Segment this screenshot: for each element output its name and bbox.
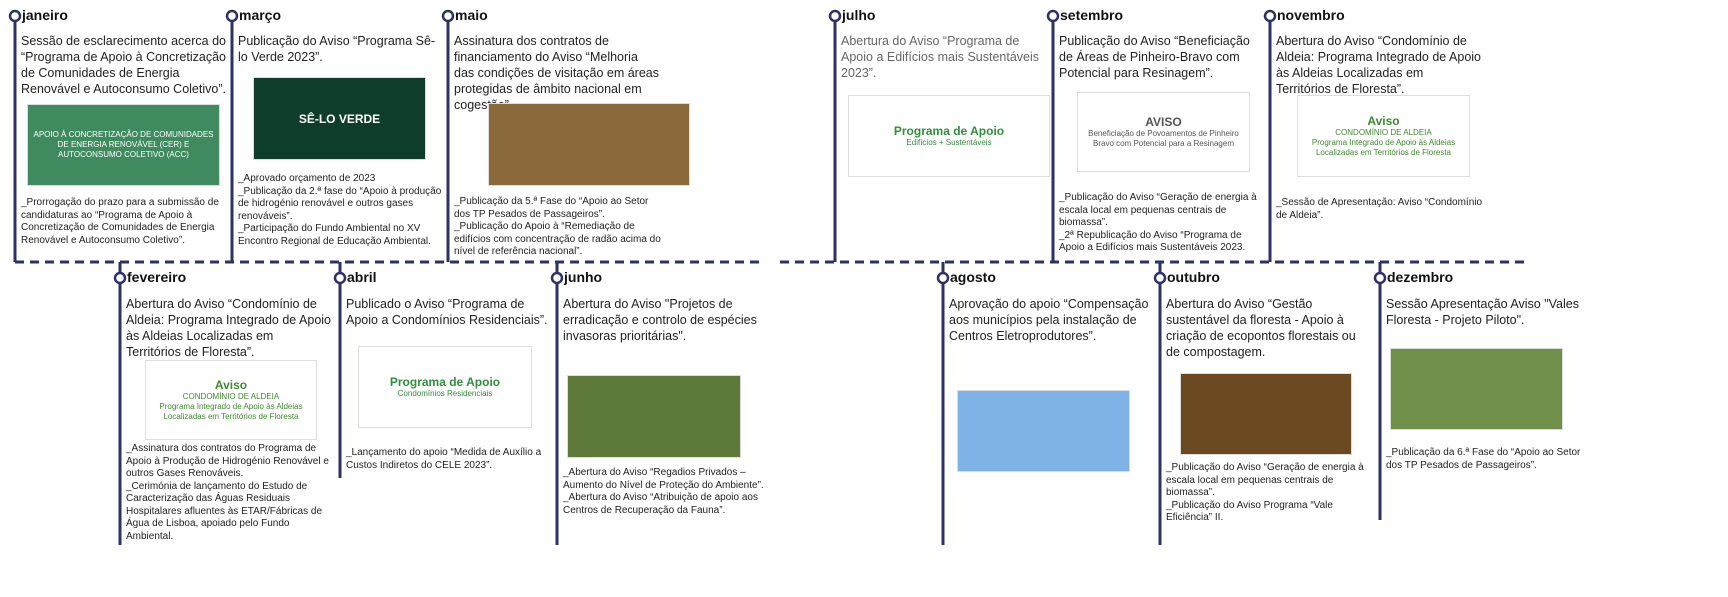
month-title: novembro — [1277, 7, 1345, 23]
month-note: _Publicação do Apoio à “Remediação de ed… — [454, 221, 661, 257]
month-text: Abertura do Aviso “Programa de Apoio a E… — [841, 34, 1040, 80]
month-marker — [550, 271, 564, 285]
image-text: CONDOMÍNIO DE ALDEIA — [182, 392, 280, 401]
month-marker — [113, 271, 127, 285]
month-marker — [225, 9, 239, 23]
month-marker — [1046, 9, 1060, 23]
month-title: dezembro — [1387, 269, 1454, 285]
image-text: SÊ-LO VERDE — [298, 111, 381, 126]
month-notes: _Publicação do Aviso “Geração de energia… — [1166, 462, 1376, 525]
month-image — [567, 375, 741, 458]
month-marker — [936, 271, 950, 285]
month-marker — [1263, 9, 1277, 23]
month-title: fevereiro — [127, 269, 187, 285]
image-text: AVISO — [1145, 115, 1182, 129]
month-note: _Aprovado orçamento de 2023 — [238, 173, 376, 184]
month-marker — [1373, 271, 1387, 285]
month-note: _Publicação do Aviso “Geração de energia… — [1059, 192, 1257, 228]
month-title: março — [239, 7, 282, 23]
month-note: _Sessão de Apresentação: Aviso “Condomín… — [1276, 197, 1483, 221]
image-text: Programa Integrado de Apoio às Aldeias L… — [159, 402, 303, 421]
month-note: _Publicação da 6.ª Fase do “Apoio ao Set… — [1386, 447, 1581, 471]
month-text: Abertura do Aviso "Projetos de erradicaç… — [563, 297, 757, 343]
month-text: Sessão de esclarecimento acerca do “Prog… — [21, 34, 226, 96]
month-image: Programa de Apoio Edifícios + Sustentávei… — [848, 95, 1050, 177]
month-text: Sessão Apresentação Aviso "Vales Florest… — [1386, 297, 1579, 327]
month-notes: _Aprovado orçamento de 2023 _Publicação d… — [238, 173, 448, 248]
month-note: _Lançamento do apoio “Medida de Auxílio … — [346, 447, 542, 471]
month-image: SÊ-LO VERDE — [253, 77, 426, 160]
month-marker — [1153, 271, 1167, 285]
month-notes: _Lançamento do apoio “Medida de Auxílio … — [346, 447, 556, 472]
month-text: Publicação do Aviso “Programa Sê-lo Verd… — [238, 34, 436, 64]
month-notes: _Publicação do Aviso “Geração de energia… — [1059, 192, 1269, 255]
month-notes: _Assinatura dos contratos do Programa de… — [126, 443, 336, 543]
image-text: Edifícios + Sustentáveis — [906, 138, 992, 147]
month-marker — [441, 9, 455, 23]
month-title: setembro — [1060, 7, 1124, 23]
month-notes: _Publicação da 5.ª Fase do “Apoio ao Set… — [454, 196, 664, 259]
month-text: Abertura do Aviso “Condomínio de Aldeia:… — [1276, 34, 1481, 96]
month-notes: _Abertura do Aviso “Regadios Privados – … — [563, 467, 773, 517]
month-image — [1390, 348, 1563, 430]
month-title: abril — [347, 269, 377, 285]
month-marker — [333, 271, 347, 285]
month-image: Aviso CONDOMÍNIO DE ALDEIA Programa Integr… — [1297, 95, 1470, 177]
image-text: CONDOMÍNIO DE ALDEIA — [1335, 128, 1432, 137]
month-marker — [828, 9, 842, 23]
month-title: julho — [842, 7, 876, 23]
month-note: _Cerimónia de lançamento do Estudo de Ca… — [126, 480, 323, 542]
month-text: Publicado o Aviso “Programa de Apoio a C… — [346, 297, 548, 327]
month-note: _2ª Republicação do Aviso “Programa de A… — [1059, 229, 1246, 254]
image-text: Aviso — [214, 378, 248, 392]
image-text: Programa de Apoio — [893, 124, 1005, 138]
month-image: Aviso CONDOMÍNIO DE ALDEIA Programa Integr… — [145, 360, 317, 440]
month-notes: _Prorrogação do prazo para a submissão d… — [21, 197, 231, 247]
image-text: APOIO À CONCRETIZAÇÃO DE COMUNIDADES DE … — [33, 130, 214, 159]
month-note: _Publicação do Aviso “Geração de energia… — [1166, 462, 1364, 498]
month-text: Assinatura dos contratos de financiament… — [454, 34, 659, 112]
month-title: maio — [455, 7, 488, 23]
month-note: _Abertura do Aviso “Atribuição de apoio … — [563, 492, 758, 516]
month-note: _Publicação da 5.ª Fase do “Apoio ao Set… — [454, 196, 649, 220]
month-text: Abertura do Aviso “Condomínio de Aldeia:… — [126, 297, 331, 359]
month-image: APOIO À CONCRETIZAÇÃO DE COMUNIDADES DE … — [27, 104, 220, 186]
month-text: Publicação do Aviso “Beneficiação de Áre… — [1059, 34, 1250, 80]
month-note: _Publicação da 2.ª fase do “Apoio à prod… — [238, 185, 442, 222]
month-image — [488, 103, 690, 186]
month-note: _Abertura do Aviso “Regadios Privados – … — [563, 467, 764, 491]
month-title: outubro — [1167, 269, 1220, 285]
month-title: junho — [564, 269, 603, 285]
month-note: _Prorrogação do prazo para a submissão d… — [21, 197, 219, 246]
month-image — [957, 390, 1130, 472]
month-text: Abertura do Aviso “Gestão sustentável da… — [1166, 297, 1356, 359]
image-text: Programa de Apoio — [389, 375, 501, 389]
month-title: janeiro — [22, 7, 68, 23]
image-text: Aviso — [1367, 114, 1400, 128]
image-text: Beneficiação de Povoamentos de Pinheiro … — [1088, 129, 1239, 148]
month-notes: _Sessão de Apresentação: Aviso “Condomín… — [1276, 197, 1486, 222]
month-text: Aprovação do apoio “Compensação aos muni… — [949, 297, 1149, 343]
image-text: Condomínios Residenciais — [397, 389, 493, 398]
month-notes: _Publicação da 6.ª Fase do “Apoio ao Set… — [1386, 447, 1596, 472]
month-title: agosto — [950, 269, 996, 285]
month-image: AVISO Beneficiação de Povoamentos de Pinh… — [1077, 92, 1250, 172]
month-note: _Publicação do Aviso Programa “Vale Efic… — [1166, 499, 1333, 524]
month-image: Programa de Apoio Condomínios Residenciai… — [358, 346, 532, 428]
month-image — [1180, 373, 1352, 455]
month-note: _Participação do Fundo Ambiental no XV E… — [238, 223, 431, 247]
month-marker — [8, 9, 22, 23]
image-text: Programa Integrado de Apoio às Aldeias L… — [1311, 138, 1456, 157]
month-note: _Assinatura dos contratos do Programa de… — [126, 443, 329, 479]
